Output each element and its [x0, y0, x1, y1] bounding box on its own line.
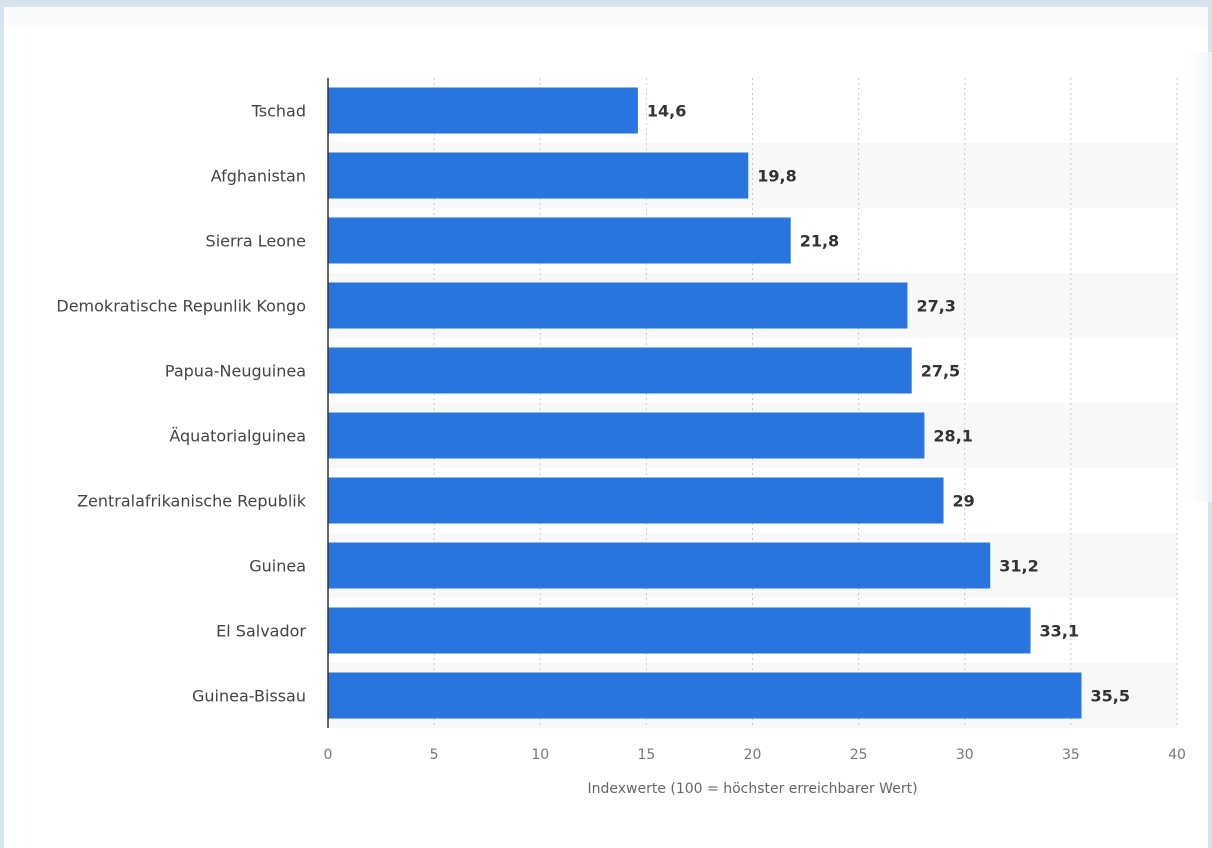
category-label: Guinea-Bissau — [192, 687, 306, 706]
value-label: 14,6 — [647, 102, 686, 121]
bar[interactable] — [328, 607, 1031, 654]
x-tick-label: 40 — [1168, 747, 1186, 763]
value-label: 27,5 — [921, 362, 960, 381]
x-tick-label: 5 — [430, 747, 439, 763]
category-label: Zentralafrikanische Republik — [77, 492, 307, 511]
panel-top-band — [4, 7, 1208, 25]
bar[interactable] — [328, 87, 638, 134]
bar[interactable] — [328, 217, 791, 264]
scroll-shade — [1190, 52, 1212, 502]
x-tick-label: 35 — [1062, 747, 1080, 763]
bar[interactable] — [328, 412, 925, 459]
value-label: 33,1 — [1040, 622, 1079, 641]
bar[interactable] — [328, 347, 912, 394]
value-label: 29 — [953, 492, 975, 511]
value-label: 35,5 — [1090, 687, 1129, 706]
x-tick-label: 30 — [956, 747, 974, 763]
bar[interactable] — [328, 542, 991, 589]
category-label: Papua-Neuguinea — [165, 362, 306, 381]
x-tick-label: 25 — [850, 747, 868, 763]
value-label: 31,2 — [999, 557, 1038, 576]
category-label: Afghanistan — [211, 167, 306, 186]
bar[interactable] — [328, 477, 944, 524]
x-tick-label: 10 — [531, 747, 549, 763]
category-labels: Tschad Afghanistan Sierra Leone Demokratisc… — [56, 102, 306, 706]
value-label: 19,8 — [757, 167, 796, 186]
x-tick-label: 15 — [637, 747, 655, 763]
value-label: 28,1 — [933, 427, 972, 446]
bar[interactable] — [328, 282, 908, 329]
value-label: 27,3 — [916, 297, 955, 316]
x-tick-label: 0 — [324, 747, 333, 763]
category-label: Guinea — [249, 557, 306, 576]
category-label: Sierra Leone — [206, 232, 306, 251]
x-tick-label: 20 — [744, 747, 762, 763]
bar[interactable] — [328, 672, 1082, 719]
x-tick-labels: 0 5 10 15 20 25 30 35 40 — [324, 747, 1186, 763]
x-axis-title: Indexwerte (100 = höchster erreichbarer … — [587, 781, 917, 797]
category-label: Äquatorialguinea — [169, 427, 306, 446]
bar[interactable] — [328, 152, 749, 199]
category-label: Demokratische Repunlik Kongo — [56, 297, 306, 316]
bars — [328, 87, 1082, 719]
value-label: 21,8 — [800, 232, 839, 251]
category-label: Tschad — [251, 102, 306, 121]
value-labels: 14,6 19,8 21,8 27,3 27,5 28,1 29 31,2 33,1 35,5 — [647, 102, 1130, 706]
category-label: El Salvador — [216, 622, 306, 641]
